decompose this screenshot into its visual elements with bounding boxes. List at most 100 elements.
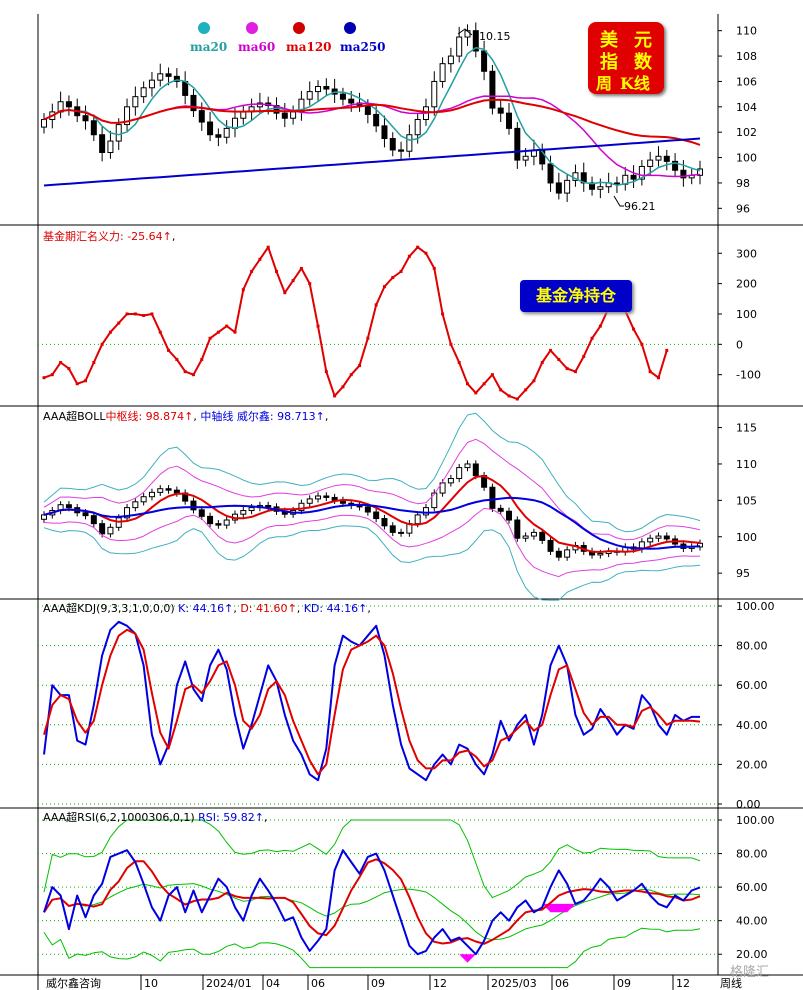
fund-point [565, 367, 569, 371]
boll-candle [506, 507, 513, 524]
boll-candle-body [464, 463, 471, 469]
fund-point [507, 394, 511, 398]
kdj-ytick-label: 80.00 [736, 640, 768, 653]
fund-point [275, 269, 279, 273]
fund-point [549, 348, 553, 352]
candle [99, 126, 106, 162]
ma250-line [43, 137, 701, 187]
price-ytick-label: 110 [736, 25, 757, 38]
candle-body-down [506, 112, 513, 129]
candle [398, 141, 405, 161]
x-tick-label: 12 [676, 977, 690, 990]
ma120-line [43, 98, 701, 146]
candle [90, 114, 97, 142]
candle-body-up [240, 111, 247, 119]
candle-body-down [165, 73, 172, 77]
candle-body-up [315, 86, 322, 93]
candle [41, 113, 47, 134]
badge-char-5: 周 [596, 74, 613, 93]
boll-candle-body [506, 510, 513, 521]
boll-candle-body [439, 482, 446, 494]
boll-candle [489, 483, 496, 513]
boll-candle [622, 543, 629, 556]
kdj-kd-value: 44.16 [327, 602, 359, 615]
candle [514, 122, 521, 169]
boll-candle [589, 547, 596, 559]
candle [597, 178, 604, 199]
boll-candle-body [165, 488, 172, 491]
badge-char-1: 美 [600, 30, 618, 51]
fund-point [590, 336, 594, 340]
boll-candle-body [315, 495, 322, 500]
boll-candle [373, 508, 380, 523]
fund-point [598, 324, 602, 328]
rsi-ytick-label: 60.00 [736, 881, 768, 894]
badge-char-3: 指 [600, 52, 618, 73]
kdj-k-line [43, 620, 700, 782]
candle [65, 95, 72, 116]
boll-candle [240, 506, 247, 518]
ma-legend: ma20 ma60 ma120 ma250 [190, 22, 386, 54]
fund-point [382, 285, 386, 289]
fund-position-line [43, 246, 668, 400]
fund-point [640, 342, 644, 346]
candle-body-down [65, 101, 72, 108]
price-ytick-label: 98 [736, 177, 750, 190]
fund-point [374, 303, 378, 307]
boll-candle-body [265, 504, 272, 508]
boll-candle-body [190, 500, 197, 511]
candle [381, 115, 388, 148]
candle [107, 130, 114, 159]
boll-candle [555, 547, 562, 561]
boll-candle [398, 528, 405, 537]
boll-candle [315, 492, 322, 503]
candle-body-down [323, 86, 330, 90]
boll-candle-body [489, 486, 496, 509]
candle [647, 151, 654, 176]
candle-body-up [597, 186, 604, 190]
fund-point [200, 358, 204, 361]
fund-point [324, 370, 328, 374]
boll-candle [323, 492, 330, 502]
fund-ytick-label: 200 [736, 278, 757, 291]
boll-candle [422, 504, 429, 519]
boll-candle [522, 532, 529, 542]
boll-axis-line [43, 496, 701, 550]
candle [57, 91, 64, 119]
ma250-legend-dot [344, 22, 356, 34]
candle [215, 128, 222, 147]
fund-point [499, 388, 503, 392]
candle-body-up [439, 63, 446, 82]
x-tick-label: 06 [311, 977, 325, 990]
candle [323, 78, 330, 96]
boll-candle [182, 489, 189, 505]
fund-point [540, 361, 544, 365]
fund-point [291, 279, 295, 283]
boll-candle [697, 539, 703, 551]
boll-candle-body [530, 531, 537, 537]
candle [315, 80, 322, 101]
fund-point [366, 336, 370, 340]
fund-ytick-label: 300 [736, 247, 757, 260]
fund-point [125, 312, 129, 316]
candle-body-up [306, 91, 313, 100]
candle-body-down [472, 30, 479, 52]
fund-point [582, 354, 586, 358]
candle-body-down [398, 149, 405, 152]
price-ytick-label: 102 [736, 126, 757, 139]
boll-candle [389, 522, 396, 537]
fund-point [432, 266, 436, 270]
boll-candle-body [82, 512, 89, 517]
kdj-ytick-label: 0.00 [736, 798, 761, 811]
fund-point [133, 312, 137, 316]
boll-candle [481, 471, 488, 491]
candle [672, 153, 679, 177]
fund-point [474, 391, 478, 395]
candle [564, 174, 571, 202]
fund-ytick-label: -100 [736, 369, 761, 382]
boll-candle [298, 499, 305, 515]
boll-candle [547, 536, 554, 555]
fund-panel-title: 基金期汇名义力: -25.64↑, [43, 229, 175, 243]
ma60-line [43, 95, 701, 178]
boll-candle [514, 516, 521, 542]
